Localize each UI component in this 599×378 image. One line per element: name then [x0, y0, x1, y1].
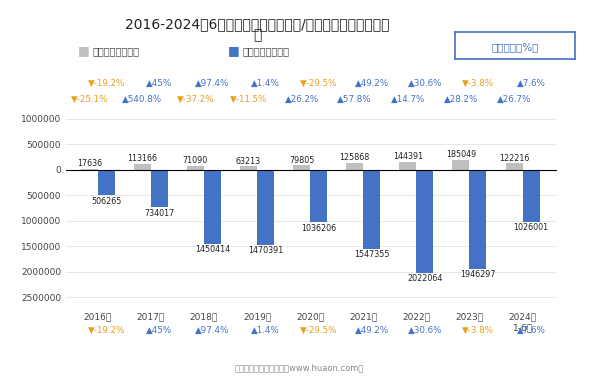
Bar	[81, 169, 98, 170]
Text: ▲14.7%: ▲14.7%	[391, 94, 425, 104]
Text: 计: 计	[253, 28, 262, 42]
Bar	[470, 170, 486, 269]
Text: ▲97.4%: ▲97.4%	[195, 79, 229, 88]
Bar	[98, 170, 115, 195]
Text: 506265: 506265	[91, 197, 122, 206]
Text: ▲1.4%: ▲1.4%	[251, 79, 280, 88]
Text: ▼-19.2%: ▼-19.2%	[87, 326, 125, 335]
Text: ▲7.6%: ▲7.6%	[516, 326, 546, 335]
Text: ▲30.6%: ▲30.6%	[407, 79, 442, 88]
Text: ▼-11.5%: ▼-11.5%	[230, 94, 267, 104]
Text: ■: ■	[228, 45, 240, 57]
Text: 125868: 125868	[340, 153, 370, 163]
Text: ▲1.4%: ▲1.4%	[251, 326, 280, 335]
Bar	[346, 163, 363, 170]
Bar	[257, 170, 274, 245]
Text: 出口额（万美元）: 出口额（万美元）	[93, 46, 140, 56]
Text: 1946297: 1946297	[460, 270, 496, 279]
Bar	[293, 166, 310, 170]
Bar	[204, 170, 221, 243]
Text: ▼-37.2%: ▼-37.2%	[177, 94, 214, 104]
Text: 122216: 122216	[499, 153, 530, 163]
Text: 同比增速（%）: 同比增速（%）	[491, 42, 539, 52]
Text: 2022064: 2022064	[407, 274, 443, 284]
Text: ▲26.7%: ▲26.7%	[497, 94, 531, 104]
Bar	[400, 162, 416, 170]
Text: 1036206: 1036206	[301, 224, 336, 233]
Text: ▲97.4%: ▲97.4%	[195, 326, 229, 335]
Text: ▼-19.2%: ▼-19.2%	[87, 79, 125, 88]
Text: ▲57.8%: ▲57.8%	[337, 94, 372, 104]
Text: ▼-25.1%: ▼-25.1%	[71, 94, 108, 104]
Bar	[187, 166, 204, 170]
Text: 1547355: 1547355	[354, 250, 389, 259]
Text: 1026001: 1026001	[513, 223, 549, 232]
Text: ▲7.6%: ▲7.6%	[516, 79, 546, 88]
Text: ▲28.2%: ▲28.2%	[444, 94, 478, 104]
Text: ▲540.8%: ▲540.8%	[122, 94, 162, 104]
Text: 71090: 71090	[183, 156, 208, 165]
Text: ▲30.6%: ▲30.6%	[407, 326, 442, 335]
Text: 制图：华经产业研究院（www.huaon.com）: 制图：华经产业研究院（www.huaon.com）	[235, 363, 364, 372]
Text: 1470391: 1470391	[248, 246, 283, 255]
Bar	[416, 170, 433, 273]
Bar	[522, 170, 540, 222]
Text: 144391: 144391	[393, 152, 423, 161]
Text: 2016-2024年6月大庆市（境内目的地/货源地）进、出口额统: 2016-2024年6月大庆市（境内目的地/货源地）进、出口额统	[125, 17, 390, 31]
Text: ▼-29.5%: ▼-29.5%	[300, 326, 337, 335]
Text: ▼-3.8%: ▼-3.8%	[462, 326, 494, 335]
Bar	[240, 166, 257, 170]
Text: ▲45%: ▲45%	[146, 79, 173, 88]
Text: 进口额（万美元）: 进口额（万美元）	[243, 46, 289, 56]
Bar	[452, 160, 470, 170]
Text: 1450414: 1450414	[195, 245, 230, 254]
Text: ▼-3.8%: ▼-3.8%	[462, 79, 494, 88]
Bar	[363, 170, 380, 249]
Bar	[151, 170, 168, 207]
Text: ▲49.2%: ▲49.2%	[355, 326, 389, 335]
Text: ▲49.2%: ▲49.2%	[355, 79, 389, 88]
Text: 734017: 734017	[144, 209, 174, 218]
Text: 17636: 17636	[77, 159, 102, 168]
Text: ■: ■	[78, 45, 90, 57]
Text: 185049: 185049	[446, 150, 476, 160]
Text: ▲26.2%: ▲26.2%	[285, 94, 319, 104]
Bar	[134, 164, 151, 170]
Bar	[310, 170, 327, 223]
Text: ▼-29.5%: ▼-29.5%	[300, 79, 337, 88]
Bar	[506, 163, 522, 170]
Text: 79805: 79805	[289, 156, 314, 165]
Text: 113166: 113166	[128, 154, 158, 163]
Text: ▲45%: ▲45%	[146, 326, 173, 335]
Text: 63213: 63213	[236, 156, 261, 166]
